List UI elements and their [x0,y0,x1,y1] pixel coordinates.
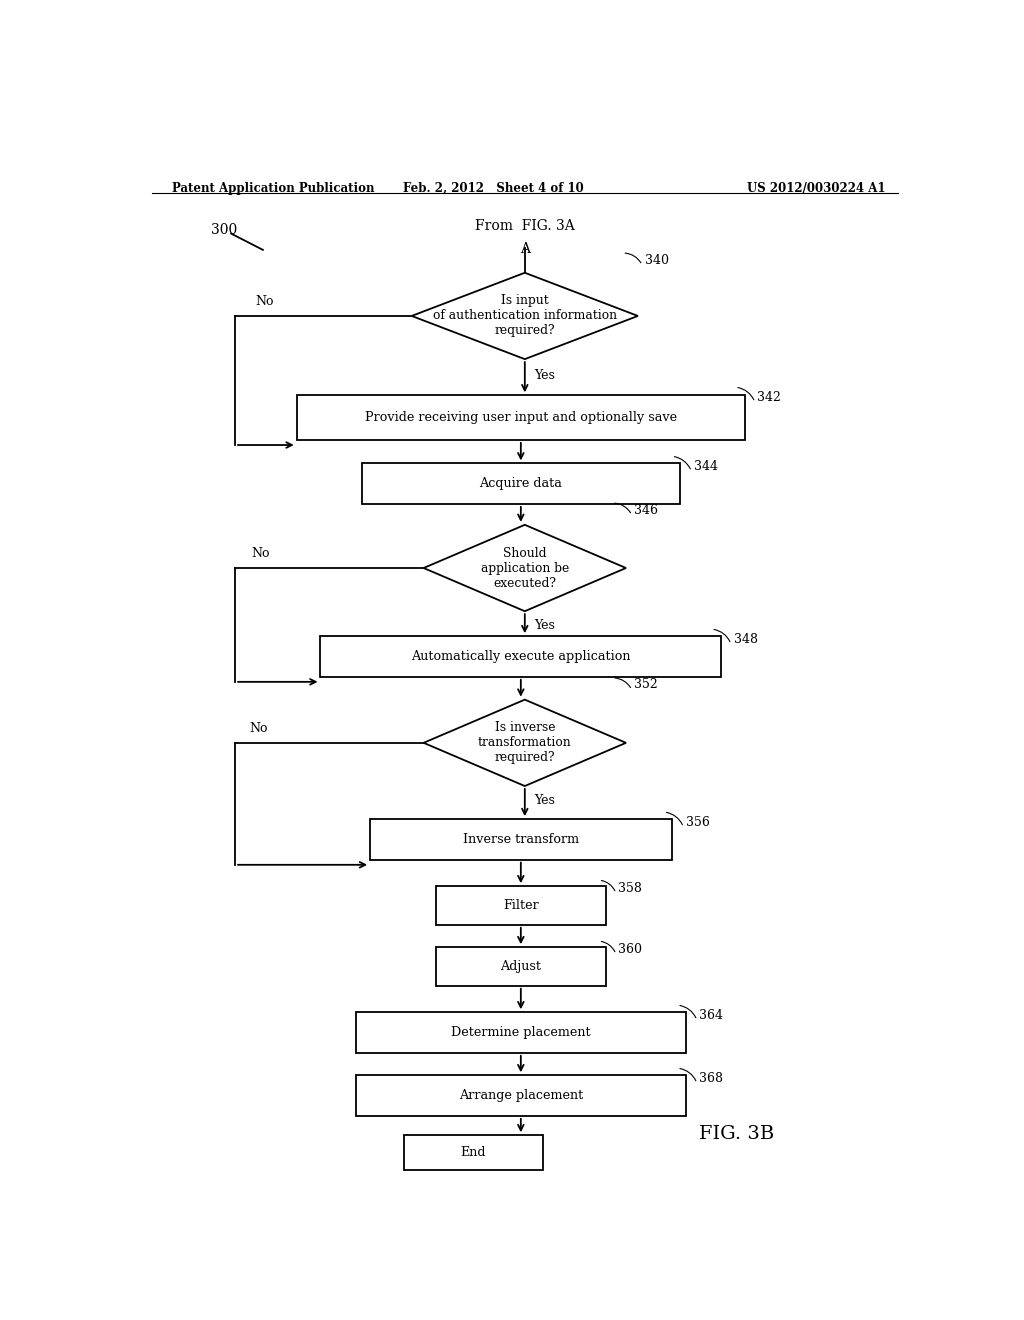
FancyBboxPatch shape [435,886,606,925]
Text: 346: 346 [634,503,658,516]
Text: 352: 352 [634,678,658,692]
FancyBboxPatch shape [403,1135,543,1170]
Text: 342: 342 [758,391,781,404]
Text: A: A [520,242,529,256]
Text: 348: 348 [733,632,758,645]
Text: Yes: Yes [535,370,555,383]
FancyBboxPatch shape [356,1076,685,1115]
Text: 364: 364 [699,1008,723,1022]
Text: Yes: Yes [535,795,555,807]
Text: Is input
of authentication information
required?: Is input of authentication information r… [433,294,616,338]
Text: US 2012/0030224 A1: US 2012/0030224 A1 [748,182,886,195]
Text: 300: 300 [211,223,238,238]
Text: No: No [251,546,269,560]
Text: FIG. 3B: FIG. 3B [699,1125,774,1143]
Text: Inverse transform: Inverse transform [463,833,579,846]
FancyBboxPatch shape [435,948,606,986]
Text: Automatically execute application: Automatically execute application [411,649,631,663]
Text: 344: 344 [694,459,718,473]
Text: Yes: Yes [535,619,555,632]
FancyBboxPatch shape [362,463,680,504]
Text: 368: 368 [699,1072,723,1085]
Text: Arrange placement: Arrange placement [459,1089,583,1102]
Text: 358: 358 [618,882,642,895]
Text: Determine placement: Determine placement [451,1026,591,1039]
FancyBboxPatch shape [297,395,745,440]
Text: Acquire data: Acquire data [479,477,562,490]
Polygon shape [424,700,626,785]
Text: Is inverse
transformation
required?: Is inverse transformation required? [478,721,571,764]
Text: Adjust: Adjust [501,960,542,973]
Text: End: End [461,1146,486,1159]
Text: 356: 356 [686,816,710,829]
Text: Feb. 2, 2012   Sheet 4 of 10: Feb. 2, 2012 Sheet 4 of 10 [402,182,584,195]
Text: Patent Application Publication: Patent Application Publication [172,182,374,195]
FancyBboxPatch shape [321,636,721,677]
Text: No: No [255,294,273,308]
FancyBboxPatch shape [356,1012,685,1053]
FancyBboxPatch shape [370,818,672,859]
Text: Should
application be
executed?: Should application be executed? [480,546,569,590]
Polygon shape [424,525,626,611]
Polygon shape [412,273,638,359]
Text: 340: 340 [645,253,669,267]
Text: No: No [250,722,268,735]
Text: 360: 360 [618,942,642,956]
Text: From  FIG. 3A: From FIG. 3A [475,219,574,234]
Text: Filter: Filter [503,899,539,912]
Text: Provide receiving user input and optionally save: Provide receiving user input and optiona… [365,411,677,424]
